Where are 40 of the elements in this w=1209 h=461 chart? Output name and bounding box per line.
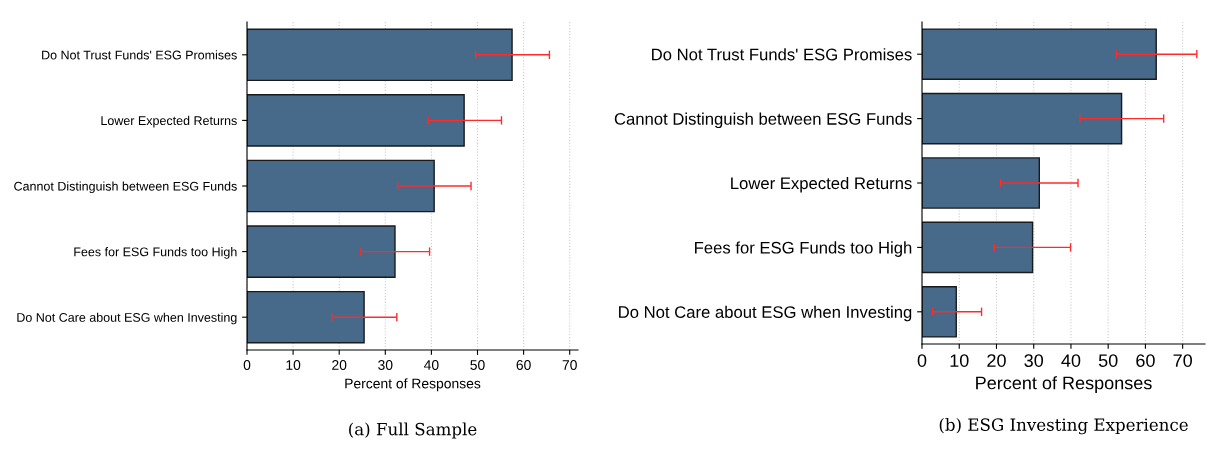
bar <box>247 159 435 213</box>
bar <box>922 285 957 338</box>
y-tick-label: Cannot Distinguish between ESG Funds <box>14 181 237 194</box>
x-tick-label: 50 <box>1098 354 1118 367</box>
bar <box>247 290 365 344</box>
x-tick-label: 60 <box>516 360 531 370</box>
y-tick-label: Fees for ESG Funds too High <box>695 241 912 257</box>
y-tick-label: Fees for ESG Funds too High <box>74 247 237 259</box>
bar <box>922 28 1157 81</box>
x-tick-label: 0 <box>243 360 251 370</box>
y-tick-label: Do Not Trust Funds' ESG Promises <box>652 48 912 61</box>
x-tick-label: 10 <box>950 354 969 367</box>
bar <box>247 28 513 82</box>
y-tick-label: Lower Expected Returns <box>731 176 912 193</box>
x-tick-label: 30 <box>1024 354 1044 367</box>
bar <box>922 92 1123 145</box>
x-tick-label: 20 <box>987 354 1006 367</box>
x-axis-title: Percent of Responses <box>345 378 481 392</box>
y-tick-label: Do Not Trust Funds' ESG Promises <box>42 50 237 60</box>
x-tick-label: 0 <box>917 354 927 367</box>
x-tick-label: 10 <box>286 360 301 370</box>
x-tick-label: 60 <box>1136 354 1155 367</box>
x-tick-label: 20 <box>332 360 347 370</box>
y-tick-label: Do Not Care about ESG when Investing <box>17 312 237 325</box>
y-tick-label: Lower Expected Returns <box>101 115 237 128</box>
y-tick-label: Cannot Distinguish between ESG Funds <box>614 112 912 129</box>
x-tick-label: 40 <box>424 360 439 370</box>
x-tick-label: 40 <box>1061 354 1081 367</box>
y-tick-label: Do Not Care about ESG when Investing <box>619 305 912 322</box>
x-tick-label: 50 <box>470 360 485 370</box>
x-tick-label: 30 <box>378 360 393 370</box>
x-axis-title: Percent of Responses <box>976 376 1152 393</box>
x-tick-label: 70 <box>562 360 577 370</box>
bar <box>922 157 1040 209</box>
bar <box>922 221 1034 274</box>
text: (b) ESG Investing Experience <box>939 417 1188 435</box>
text: (a) Full Sample <box>349 422 477 439</box>
bar <box>247 94 465 147</box>
x-tick-label: 70 <box>1173 354 1192 367</box>
bar <box>247 225 396 278</box>
